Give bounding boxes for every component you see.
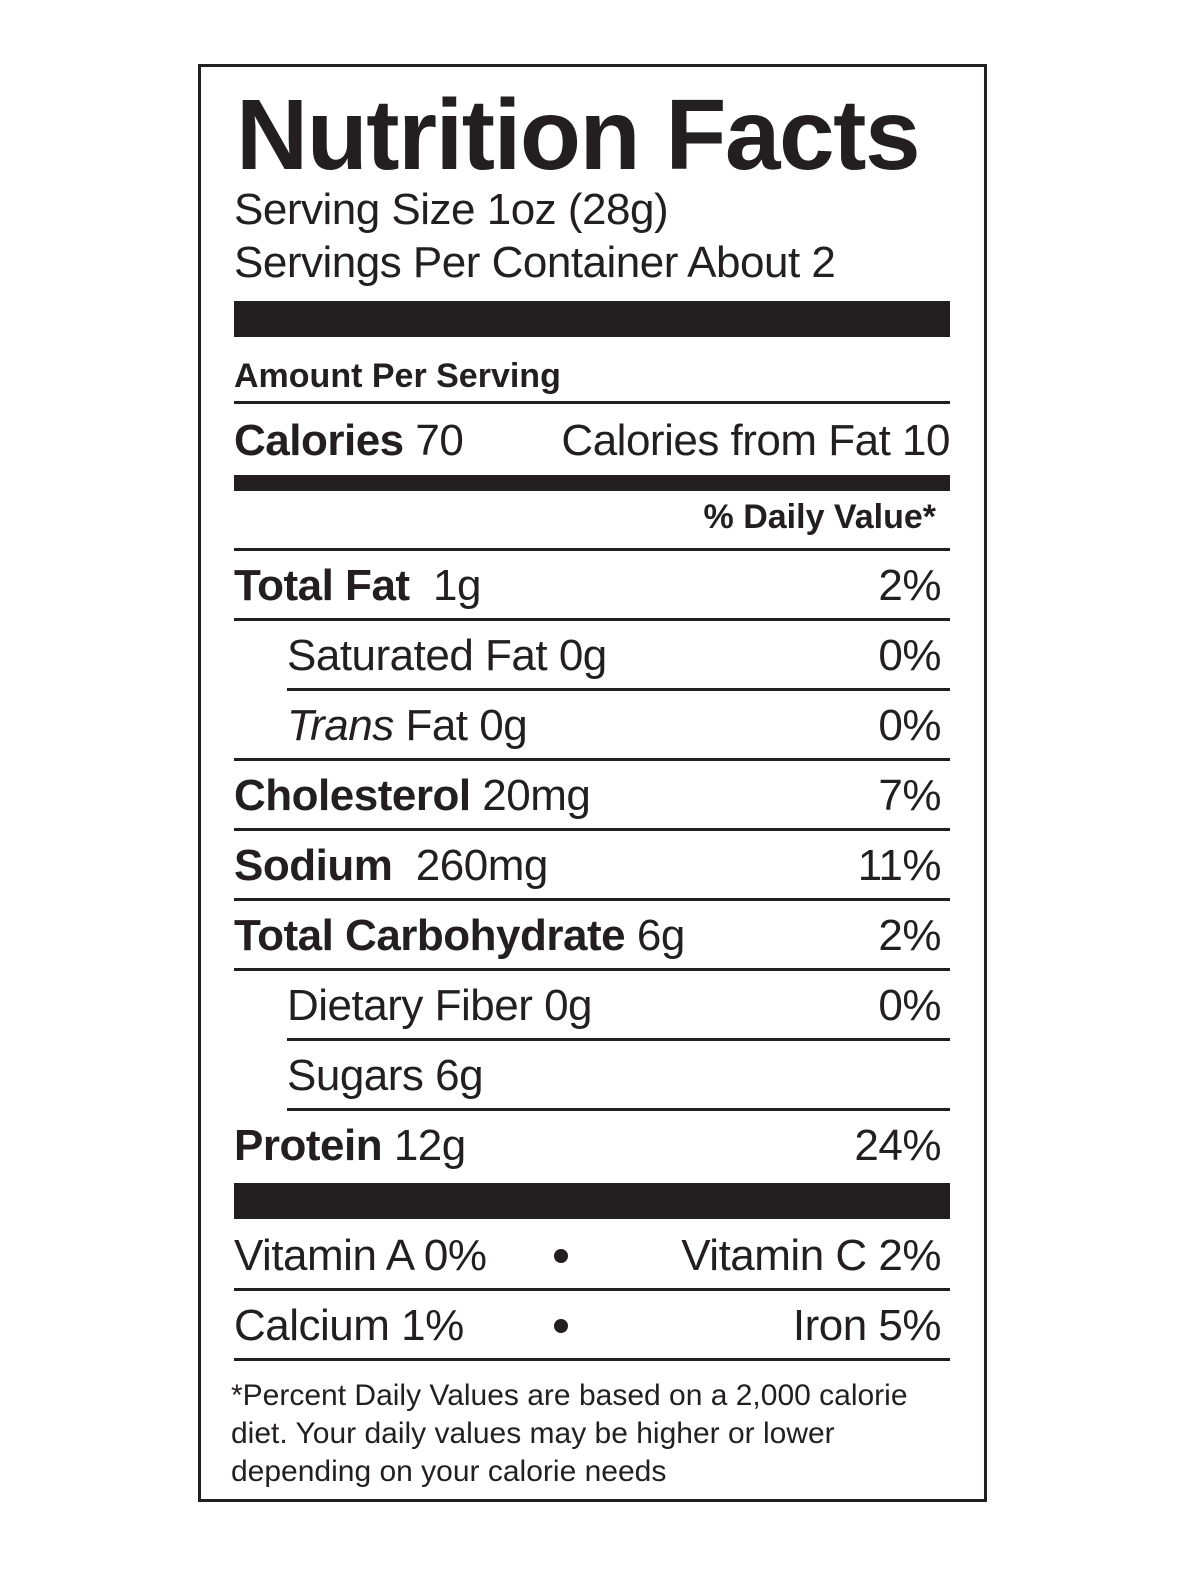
divider [234, 1288, 950, 1291]
nutrient-name: Dietary Fiber 0g [287, 981, 593, 1030]
calories-from-fat: Calories from Fat 10 [561, 416, 950, 465]
nutrient-name: Fat 0g [393, 701, 528, 750]
nutrient-dv: 0% [878, 981, 941, 1030]
medium-divider [234, 475, 950, 491]
nutrient-row-protein: Protein 12g 24% [234, 1111, 950, 1181]
nutrient-dv: 2% [878, 561, 941, 610]
nutrient-name: Total Carbohydrate [234, 911, 626, 960]
divider [287, 1038, 950, 1041]
serving-size: Serving Size 1oz (28g) [234, 185, 669, 234]
nutrient-dv: 24% [854, 1121, 941, 1170]
divider [287, 688, 950, 691]
nutrient-amount: 1g [433, 561, 481, 610]
nutrient-dv: 7% [878, 771, 941, 820]
thick-divider [234, 301, 950, 337]
nutrient-dv: 2% [878, 911, 941, 960]
nutrient-row-total-carbohydrate: Total Carbohydrate 6g 2% [234, 901, 950, 971]
bullet-icon [554, 1319, 568, 1333]
calories-row: Calories 70 Calories from Fat 10 [234, 406, 950, 476]
nutrient-row-dietary-fiber: Dietary Fiber 0g 0% [234, 971, 950, 1041]
divider [234, 898, 950, 901]
label-title: Nutrition Facts [236, 79, 921, 191]
nutrient-name: Cholesterol [234, 771, 471, 820]
iron: Iron 5% [792, 1301, 942, 1350]
footnote-line: *Percent Daily Values are based on a 2,0… [231, 1379, 908, 1412]
divider [234, 1358, 950, 1361]
divider [287, 1108, 950, 1111]
daily-value-header: % Daily Value* [703, 498, 936, 536]
divider [234, 618, 950, 621]
nutrient-row-cholesterol: Cholesterol 20mg 7% [234, 761, 950, 831]
vitamin-row: Vitamin A 0% Vitamin C 2% [234, 1221, 950, 1291]
divider [234, 758, 950, 761]
nutrient-row-sodium: Sodium 260mg 11% [234, 831, 950, 901]
calories-label: Calories [234, 416, 404, 465]
nutrient-name: Sugars 6g [287, 1051, 484, 1100]
nutrient-dv: 0% [878, 631, 941, 680]
divider [234, 828, 950, 831]
divider [234, 968, 950, 971]
thick-divider [234, 1183, 950, 1219]
calcium: Calcium 1% [234, 1301, 464, 1350]
amount-per-serving: Amount Per Serving [234, 357, 561, 395]
nutrient-amount: 20mg [482, 771, 591, 820]
nutrient-amount: 6g [636, 911, 685, 960]
nutrient-name: Saturated Fat 0g [287, 631, 607, 680]
nutrient-name: Sodium [234, 841, 393, 890]
nutrient-name: Protein [234, 1121, 383, 1170]
nutrient-row-saturated-fat: Saturated Fat 0g 0% [234, 621, 950, 691]
divider [234, 401, 950, 404]
vitamin-c: Vitamin C 2% [681, 1231, 941, 1280]
footnote-line: depending on your calorie needs [231, 1455, 667, 1488]
footnote: *Percent Daily Values are based on a 2,0… [231, 1377, 971, 1491]
nutrient-amount: 260mg [415, 841, 549, 890]
mineral-row: Calcium 1% Iron 5% [234, 1291, 950, 1361]
nutrient-name-italic: Trans [287, 701, 394, 750]
nutrition-facts-label: Nutrition Facts Serving Size 1oz (28g) S… [198, 64, 987, 1502]
servings-per-container: Servings Per Container About 2 [234, 238, 836, 287]
nutrient-row-sugars: Sugars 6g [234, 1041, 950, 1111]
footnote-line: diet. Your daily values may be higher or… [231, 1417, 835, 1450]
bullet-icon [554, 1249, 568, 1263]
nutrient-row-total-fat: Total Fat 1g 2% [234, 551, 950, 621]
calories-value: 70 [415, 416, 464, 465]
nutrient-amount: 12g [393, 1121, 466, 1170]
nutrient-row-trans-fat: Trans Fat 0g 0% [234, 691, 950, 761]
nutrient-dv: 0% [878, 701, 941, 750]
vitamin-a: Vitamin A 0% [234, 1231, 487, 1280]
divider [234, 548, 950, 551]
nutrient-dv: 11% [857, 841, 942, 890]
nutrient-name: Total Fat [234, 561, 410, 610]
